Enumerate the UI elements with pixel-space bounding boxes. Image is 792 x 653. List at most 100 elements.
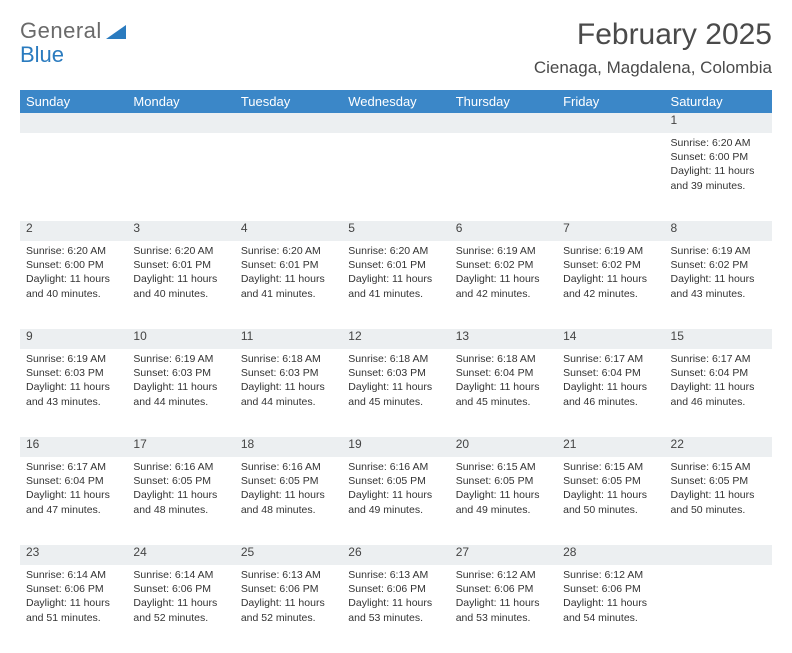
day-cell-text: Sunrise: 6:13 AMSunset: 6:06 PMDaylight:… bbox=[348, 565, 443, 625]
day-cell: Sunrise: 6:12 AMSunset: 6:06 PMDaylight:… bbox=[557, 565, 664, 653]
day2-line: and 48 minutes. bbox=[133, 503, 228, 517]
sunrise-line: Sunrise: 6:18 AM bbox=[456, 352, 551, 366]
day-content-row: Sunrise: 6:19 AMSunset: 6:03 PMDaylight:… bbox=[20, 349, 772, 437]
day-cell: Sunrise: 6:19 AMSunset: 6:02 PMDaylight:… bbox=[450, 241, 557, 329]
day-cell: Sunrise: 6:16 AMSunset: 6:05 PMDaylight:… bbox=[235, 457, 342, 545]
sunrise-line: Sunrise: 6:15 AM bbox=[563, 460, 658, 474]
sunset-line: Sunset: 6:02 PM bbox=[671, 258, 766, 272]
day-number-cell: 20 bbox=[450, 437, 557, 457]
sunset-line: Sunset: 6:01 PM bbox=[133, 258, 228, 272]
day-cell: Sunrise: 6:17 AMSunset: 6:04 PMDaylight:… bbox=[557, 349, 664, 437]
weekday-header: Saturday bbox=[665, 90, 772, 113]
day1-line: Daylight: 11 hours bbox=[348, 272, 443, 286]
day-cell bbox=[665, 565, 772, 653]
day-number-cell bbox=[450, 113, 557, 133]
day1-line: Daylight: 11 hours bbox=[671, 164, 766, 178]
weekday-header-row: Sunday Monday Tuesday Wednesday Thursday… bbox=[20, 90, 772, 113]
day2-line: and 46 minutes. bbox=[671, 395, 766, 409]
calendar-table: Sunday Monday Tuesday Wednesday Thursday… bbox=[20, 90, 772, 653]
day1-line: Daylight: 11 hours bbox=[26, 272, 121, 286]
day2-line: and 40 minutes. bbox=[133, 287, 228, 301]
day-content-row: Sunrise: 6:17 AMSunset: 6:04 PMDaylight:… bbox=[20, 457, 772, 545]
sunset-line: Sunset: 6:06 PM bbox=[133, 582, 228, 596]
day1-line: Daylight: 11 hours bbox=[241, 272, 336, 286]
day-cell-text: Sunrise: 6:18 AMSunset: 6:04 PMDaylight:… bbox=[456, 349, 551, 409]
day-number-cell: 15 bbox=[665, 329, 772, 349]
day-number-cell: 10 bbox=[127, 329, 234, 349]
day-cell: Sunrise: 6:14 AMSunset: 6:06 PMDaylight:… bbox=[20, 565, 127, 653]
day2-line: and 47 minutes. bbox=[26, 503, 121, 517]
sunset-line: Sunset: 6:03 PM bbox=[26, 366, 121, 380]
day-number-cell: 13 bbox=[450, 329, 557, 349]
day-number-cell: 9 bbox=[20, 329, 127, 349]
weekday-header: Tuesday bbox=[235, 90, 342, 113]
day-cell: Sunrise: 6:15 AMSunset: 6:05 PMDaylight:… bbox=[557, 457, 664, 545]
day-number-cell: 8 bbox=[665, 221, 772, 241]
day-cell-text: Sunrise: 6:17 AMSunset: 6:04 PMDaylight:… bbox=[671, 349, 766, 409]
day1-line: Daylight: 11 hours bbox=[563, 488, 658, 502]
sunrise-line: Sunrise: 6:17 AM bbox=[563, 352, 658, 366]
day2-line: and 46 minutes. bbox=[563, 395, 658, 409]
day-number-cell: 3 bbox=[127, 221, 234, 241]
day1-line: Daylight: 11 hours bbox=[563, 272, 658, 286]
sunrise-line: Sunrise: 6:12 AM bbox=[456, 568, 551, 582]
day-cell: Sunrise: 6:19 AMSunset: 6:02 PMDaylight:… bbox=[557, 241, 664, 329]
day-cell-text: Sunrise: 6:20 AMSunset: 6:00 PMDaylight:… bbox=[26, 241, 121, 301]
day2-line: and 53 minutes. bbox=[456, 611, 551, 625]
day-number-cell: 24 bbox=[127, 545, 234, 565]
day1-line: Daylight: 11 hours bbox=[563, 380, 658, 394]
day1-line: Daylight: 11 hours bbox=[133, 272, 228, 286]
sunset-line: Sunset: 6:06 PM bbox=[348, 582, 443, 596]
day1-line: Daylight: 11 hours bbox=[26, 380, 121, 394]
day2-line: and 44 minutes. bbox=[133, 395, 228, 409]
day-number-cell bbox=[235, 113, 342, 133]
weekday-header: Thursday bbox=[450, 90, 557, 113]
sunset-line: Sunset: 6:05 PM bbox=[563, 474, 658, 488]
day-cell-text: Sunrise: 6:19 AMSunset: 6:02 PMDaylight:… bbox=[456, 241, 551, 301]
day-cell: Sunrise: 6:18 AMSunset: 6:03 PMDaylight:… bbox=[235, 349, 342, 437]
day1-line: Daylight: 11 hours bbox=[456, 380, 551, 394]
day2-line: and 51 minutes. bbox=[26, 611, 121, 625]
day-number-cell: 11 bbox=[235, 329, 342, 349]
day-number-cell: 5 bbox=[342, 221, 449, 241]
sunrise-line: Sunrise: 6:20 AM bbox=[671, 136, 766, 150]
sunrise-line: Sunrise: 6:15 AM bbox=[456, 460, 551, 474]
sunrise-line: Sunrise: 6:14 AM bbox=[133, 568, 228, 582]
day-content-row: Sunrise: 6:20 AMSunset: 6:00 PMDaylight:… bbox=[20, 133, 772, 221]
day-cell-text: Sunrise: 6:15 AMSunset: 6:05 PMDaylight:… bbox=[456, 457, 551, 517]
day2-line: and 45 minutes. bbox=[456, 395, 551, 409]
sunrise-line: Sunrise: 6:19 AM bbox=[671, 244, 766, 258]
sunset-line: Sunset: 6:05 PM bbox=[456, 474, 551, 488]
day2-line: and 49 minutes. bbox=[348, 503, 443, 517]
day1-line: Daylight: 11 hours bbox=[133, 596, 228, 610]
day-cell bbox=[235, 133, 342, 221]
day-cell bbox=[127, 133, 234, 221]
day-cell bbox=[557, 133, 664, 221]
sunrise-line: Sunrise: 6:17 AM bbox=[671, 352, 766, 366]
sunset-line: Sunset: 6:04 PM bbox=[456, 366, 551, 380]
sunset-line: Sunset: 6:05 PM bbox=[348, 474, 443, 488]
weekday-header: Sunday bbox=[20, 90, 127, 113]
brand-general-text: General bbox=[20, 18, 102, 44]
day2-line: and 45 minutes. bbox=[348, 395, 443, 409]
month-title: February 2025 bbox=[534, 18, 772, 52]
brand-blue-text: Blue bbox=[20, 42, 64, 68]
day-cell bbox=[342, 133, 449, 221]
day-cell: Sunrise: 6:20 AMSunset: 6:01 PMDaylight:… bbox=[235, 241, 342, 329]
day-cell: Sunrise: 6:20 AMSunset: 6:01 PMDaylight:… bbox=[342, 241, 449, 329]
day1-line: Daylight: 11 hours bbox=[456, 488, 551, 502]
day-cell: Sunrise: 6:18 AMSunset: 6:03 PMDaylight:… bbox=[342, 349, 449, 437]
sunset-line: Sunset: 6:04 PM bbox=[26, 474, 121, 488]
sunset-line: Sunset: 6:02 PM bbox=[563, 258, 658, 272]
location-text: Cienaga, Magdalena, Colombia bbox=[534, 58, 772, 78]
day-cell: Sunrise: 6:15 AMSunset: 6:05 PMDaylight:… bbox=[450, 457, 557, 545]
day-number-row: 16171819202122 bbox=[20, 437, 772, 457]
day1-line: Daylight: 11 hours bbox=[563, 596, 658, 610]
sunrise-line: Sunrise: 6:14 AM bbox=[26, 568, 121, 582]
brand-triangle-icon bbox=[106, 23, 128, 41]
day1-line: Daylight: 11 hours bbox=[241, 488, 336, 502]
sunrise-line: Sunrise: 6:18 AM bbox=[241, 352, 336, 366]
day-number-cell: 17 bbox=[127, 437, 234, 457]
sunset-line: Sunset: 6:06 PM bbox=[456, 582, 551, 596]
day-cell-text: Sunrise: 6:20 AMSunset: 6:01 PMDaylight:… bbox=[133, 241, 228, 301]
